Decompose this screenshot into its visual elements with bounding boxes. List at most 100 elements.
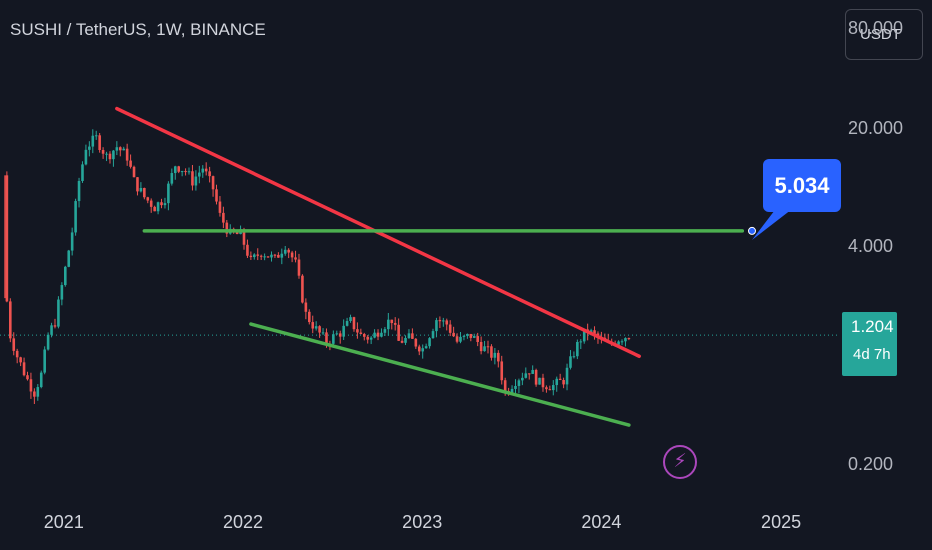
candle-body (256, 254, 260, 256)
candle-body (527, 373, 531, 375)
candle-body (67, 250, 71, 267)
candle-body (156, 202, 160, 212)
candle-body (627, 338, 631, 340)
candle-body (325, 332, 328, 344)
candle-body (531, 369, 534, 374)
candle-body (335, 333, 339, 335)
candle-body (287, 249, 290, 253)
x-tick-label: 2021 (43, 512, 84, 532)
candle-body (146, 197, 150, 201)
candle-body (153, 206, 156, 212)
candle-body (215, 189, 218, 202)
candle-body (469, 333, 473, 338)
candle-body (534, 369, 538, 385)
candle-body (466, 333, 469, 336)
x-tick-label: 2022 (222, 512, 264, 532)
candle-body (9, 301, 12, 339)
candle-body (136, 177, 139, 192)
candle-body (376, 332, 380, 337)
candle-body (115, 147, 119, 151)
candle-body (490, 346, 493, 358)
candle-body (98, 135, 101, 151)
candle-body (125, 148, 129, 161)
candle-body (36, 387, 40, 397)
candle-body (521, 377, 524, 381)
candle-body (218, 201, 222, 213)
candle-body (548, 389, 552, 391)
candle-body (349, 317, 352, 322)
candle-body (459, 336, 462, 342)
target-price-label[interactable]: 5.034 (763, 159, 841, 212)
candle-body (22, 362, 26, 376)
candle-body (187, 171, 191, 173)
candle-body (579, 341, 583, 343)
candle-body (380, 332, 383, 337)
candle-body (225, 222, 229, 234)
candle-body (33, 391, 36, 397)
candle-body (290, 252, 294, 258)
candle-body (46, 334, 50, 350)
candle-body (253, 254, 256, 258)
candle-body (397, 324, 400, 341)
candle-body (294, 257, 297, 260)
candle-body (493, 352, 497, 358)
candle-body (593, 330, 596, 334)
candle-body (551, 385, 555, 391)
candle-body (514, 385, 517, 389)
candle-body (414, 338, 418, 347)
candle-body (101, 150, 105, 154)
candle-body (362, 333, 366, 337)
candle-body (105, 153, 108, 155)
candle-body (497, 352, 500, 362)
candle-body (149, 200, 153, 207)
currency-button[interactable]: USDT (845, 9, 923, 60)
candle-body (424, 346, 428, 349)
candle-body (407, 333, 411, 338)
candle-body (486, 346, 490, 348)
candle-body (452, 332, 455, 337)
candle-body (390, 319, 394, 324)
candle-body (84, 149, 88, 165)
candle-body (558, 378, 562, 380)
candle-body (191, 171, 194, 186)
candle-body (620, 341, 624, 343)
candle-body (393, 323, 397, 325)
candle-body (483, 346, 486, 352)
candle-body (139, 188, 143, 192)
candle-body (266, 256, 270, 258)
candle-body (314, 326, 318, 329)
candle-body (29, 379, 33, 392)
candle-body (208, 171, 211, 177)
candle-body (263, 256, 266, 258)
lightning-bolt-icon[interactable]: ⚡ (663, 445, 697, 479)
candle-body (438, 320, 442, 322)
candle-body (108, 153, 112, 160)
candle-body (582, 329, 586, 342)
target-point (748, 226, 756, 235)
candle-body (77, 180, 81, 202)
x-tick-label: 2023 (402, 512, 443, 532)
x-tick-label: 2024 (581, 512, 622, 532)
candle-body (235, 232, 239, 235)
y-tick-label: 20.000 (848, 118, 904, 139)
candle-body (94, 135, 98, 137)
candle-body (338, 333, 342, 337)
candle-body (198, 172, 201, 177)
candle-body (431, 331, 435, 339)
symbol-title: SUSHI / TetherUS, 1W, BINANCE (10, 20, 266, 39)
candle-body (81, 164, 84, 181)
candle-body (538, 377, 541, 385)
candle-body (163, 203, 167, 206)
candle-body (524, 373, 528, 378)
candle-body (53, 325, 57, 327)
candle-body (624, 338, 627, 342)
candle-body (5, 175, 9, 302)
candle-body (345, 321, 349, 326)
candle-body (246, 244, 249, 256)
candle-body (211, 176, 215, 190)
x-tick-label: 2025 (761, 512, 802, 532)
candle-body (12, 338, 16, 351)
candle-body (26, 375, 29, 380)
candle-body (352, 317, 356, 330)
